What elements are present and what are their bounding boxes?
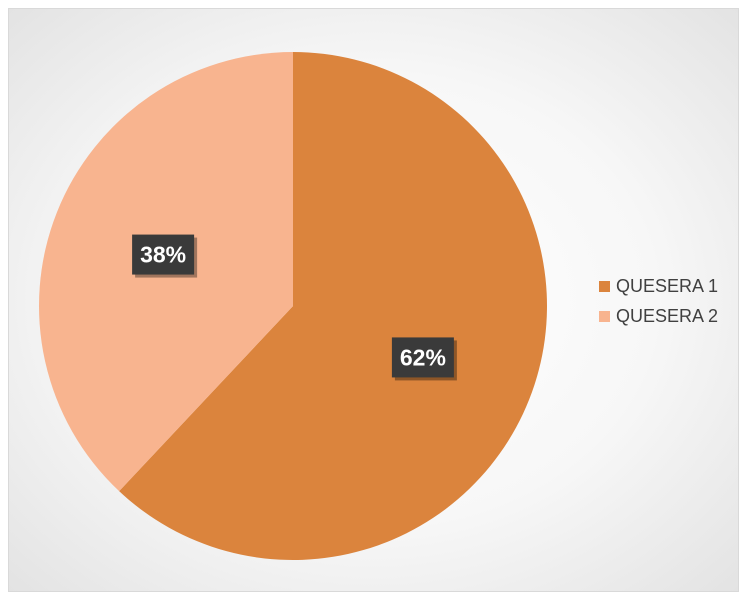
legend-item-quesera-1: QUESERA 1: [589, 271, 737, 301]
legend: QUESERA 1 QUESERA 2: [583, 265, 738, 337]
data-label-1: 62%: [391, 337, 457, 381]
legend-item-quesera-2: QUESERA 2: [589, 301, 737, 331]
pie-chart: 62% 38%: [39, 52, 548, 560]
data-label-2: 38%: [132, 234, 198, 278]
data-label-text-2: 38%: [140, 242, 186, 268]
legend-swatch-quesera-1: [599, 280, 610, 292]
chart-area: 62% 38% QUESERA 1 QUESERA 2: [8, 8, 739, 592]
legend-label-quesera-2: QUESERA 2: [616, 305, 719, 326]
legend-label-quesera-1: QUESERA 1: [616, 275, 719, 296]
pie-slice-1: [119, 52, 548, 560]
data-label-text-1: 62%: [400, 344, 446, 370]
legend-swatch-quesera-2: [599, 310, 610, 322]
